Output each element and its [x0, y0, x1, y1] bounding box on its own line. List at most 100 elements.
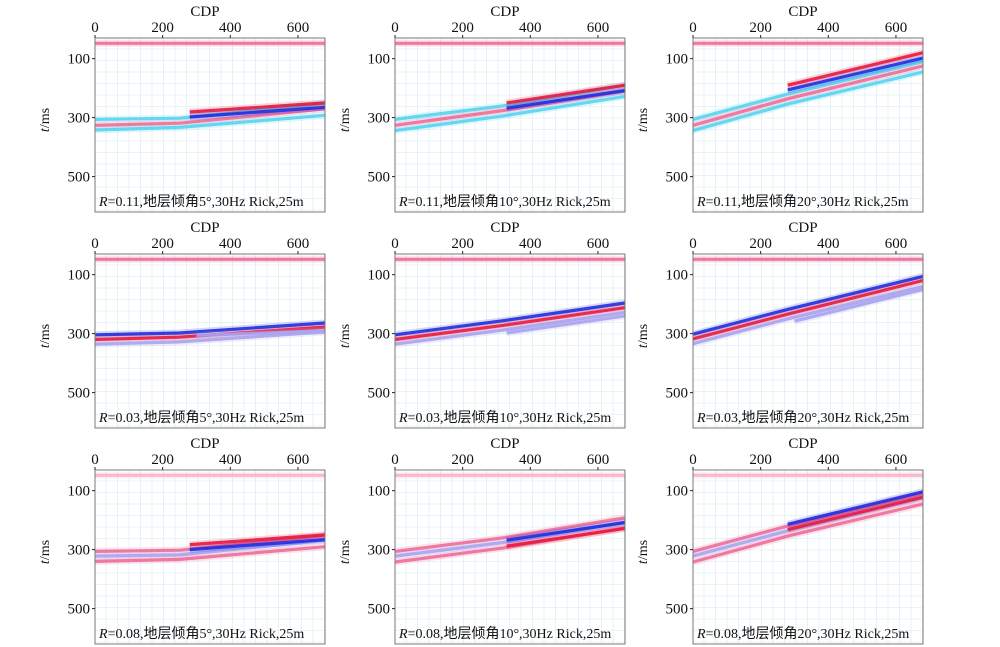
x-tick-label: 400	[219, 452, 242, 468]
panel-caption: R=0.08,地层倾角5°,30Hz Rick,25m	[98, 626, 304, 642]
panel-7: 0 200 400 600 CDP 100 300 500 t/ms R=0.08,地层倾角5°,…	[38, 436, 326, 645]
y-tick-label: 500	[68, 386, 91, 402]
y-axis-label-unit: /ms	[636, 540, 651, 560]
panel-frame	[692, 253, 924, 429]
x-tick-label: 200	[749, 452, 772, 468]
y-tick-label: 100	[68, 484, 91, 500]
y-axis-label-unit: /ms	[338, 108, 353, 128]
series-group	[94, 39, 326, 134]
series-group	[94, 255, 326, 348]
series-line-6	[189, 101, 326, 114]
panel-3: 0 200 400 600 CDP 100 300 500 t/ms R=0.11,地层倾角20°…	[636, 4, 924, 213]
y-tick-label: 500	[68, 170, 91, 186]
grid	[395, 470, 625, 644]
series-group	[692, 39, 924, 134]
y-tick-label: 300	[68, 111, 91, 127]
y-tick-label: 100	[666, 484, 689, 500]
series-line-5	[506, 520, 626, 542]
caption-symbol: R	[398, 411, 408, 426]
grid	[395, 38, 625, 212]
x-tick-label: 600	[885, 452, 908, 468]
x-tick-label: 400	[817, 236, 840, 252]
x-tick-label: 400	[817, 20, 840, 36]
x-tick-label: 600	[885, 236, 908, 252]
y-tick-label: 100	[68, 52, 91, 68]
x-axis-label: CDP	[490, 4, 519, 20]
series-line-5	[196, 329, 326, 337]
y-tick-label: 300	[68, 543, 91, 559]
series-line-6	[506, 526, 626, 548]
x-tick-label: 600	[287, 452, 310, 468]
series-line-5	[506, 88, 626, 110]
x-tick-label: 200	[451, 20, 474, 36]
y-axis-label-symbol: t	[636, 343, 651, 348]
y-axis-label: t/ms	[38, 540, 53, 564]
x-axis-label: CDP	[788, 436, 817, 452]
caption-text: =0.03,地层倾角10°,30Hz Rick,25m	[408, 410, 612, 426]
x-tick-label: 600	[587, 20, 610, 36]
x-tick-label: 400	[519, 236, 542, 252]
series-line-5	[794, 287, 924, 323]
y-tick-label: 500	[368, 170, 391, 186]
y-axis-label: t/ms	[338, 108, 353, 132]
series-group	[692, 471, 924, 566]
panel-4: 0 200 400 600 CDP 100 300 500 t/ms R=0.03,地层倾角5°,…	[38, 220, 326, 429]
y-axis-label-symbol: t	[636, 559, 651, 564]
panel-5: 0 200 400 600 CDP 100 300 500 t/ms R=0.03,地层倾角10°…	[338, 220, 626, 429]
panel-2: 0 200 400 600 CDP 100 300 500 t/ms R=0.11,地层倾角10°…	[338, 4, 626, 213]
caption-symbol: R	[98, 627, 108, 642]
y-tick-label: 100	[666, 52, 689, 68]
x-tick-label: 200	[151, 20, 174, 36]
x-axis-label: CDP	[788, 4, 817, 20]
panel-caption: R=0.11,地层倾角5°,30Hz Rick,25m	[98, 194, 304, 210]
y-axis-label-symbol: t	[338, 127, 353, 132]
x-tick-label: 0	[391, 20, 399, 36]
series-line-6	[506, 83, 626, 105]
y-axis-label: t/ms	[38, 108, 53, 132]
y-axis-label-symbol: t	[338, 343, 353, 348]
series-line-3	[692, 278, 924, 341]
x-axis-label: CDP	[490, 436, 519, 452]
y-tick-label: 300	[68, 327, 91, 343]
caption-text: =0.08,地层倾角5°,30Hz Rick,25m	[108, 626, 305, 642]
panel-frame	[692, 37, 924, 213]
series-group	[394, 471, 626, 566]
caption-text: =0.11,地层倾角10°,30Hz Rick,25m	[408, 194, 611, 210]
y-axis-label: t/ms	[636, 108, 651, 132]
y-tick-label: 100	[368, 268, 391, 284]
series-line-4	[394, 310, 626, 346]
caption-symbol: R	[98, 411, 108, 426]
x-tick-label: 0	[689, 236, 697, 252]
series-line-4	[94, 330, 326, 346]
y-tick-label: 100	[68, 268, 91, 284]
panel-frame	[94, 469, 326, 645]
y-axis-label-unit: /ms	[636, 324, 651, 344]
caption-symbol: R	[696, 627, 706, 642]
series-line-3	[394, 306, 626, 342]
series-line-2	[692, 60, 924, 121]
x-axis-label: CDP	[190, 436, 219, 452]
y-axis-label: t/ms	[338, 540, 353, 564]
x-tick-label: 400	[519, 20, 542, 36]
caption-symbol: R	[398, 195, 408, 210]
series-line-3	[94, 538, 326, 558]
series-line-2	[94, 101, 326, 121]
panel-frame	[394, 469, 626, 645]
x-tick-label: 0	[91, 236, 99, 252]
x-tick-label: 0	[689, 20, 697, 36]
series-group	[94, 471, 326, 565]
panel-frame	[94, 37, 326, 213]
y-axis-label-unit: /ms	[338, 324, 353, 344]
series-line-2	[692, 274, 924, 336]
x-tick-label: 200	[749, 236, 772, 252]
series-line-4	[94, 113, 326, 132]
x-tick-label: 0	[391, 236, 399, 252]
series-line-5	[787, 56, 924, 92]
panel-frame	[94, 253, 326, 429]
x-axis-label: CDP	[788, 220, 817, 236]
series-line-5	[189, 538, 326, 552]
series-line-4	[394, 94, 626, 133]
panel-1: 0 200 400 600 CDP 100 300 500 t/ms R=0.11,地层倾角5°,…	[38, 4, 326, 213]
x-tick-label: 0	[689, 452, 697, 468]
panel-8: 0 200 400 600 CDP 100 300 500 t/ms R=0.08,地层倾角10°…	[338, 436, 626, 645]
